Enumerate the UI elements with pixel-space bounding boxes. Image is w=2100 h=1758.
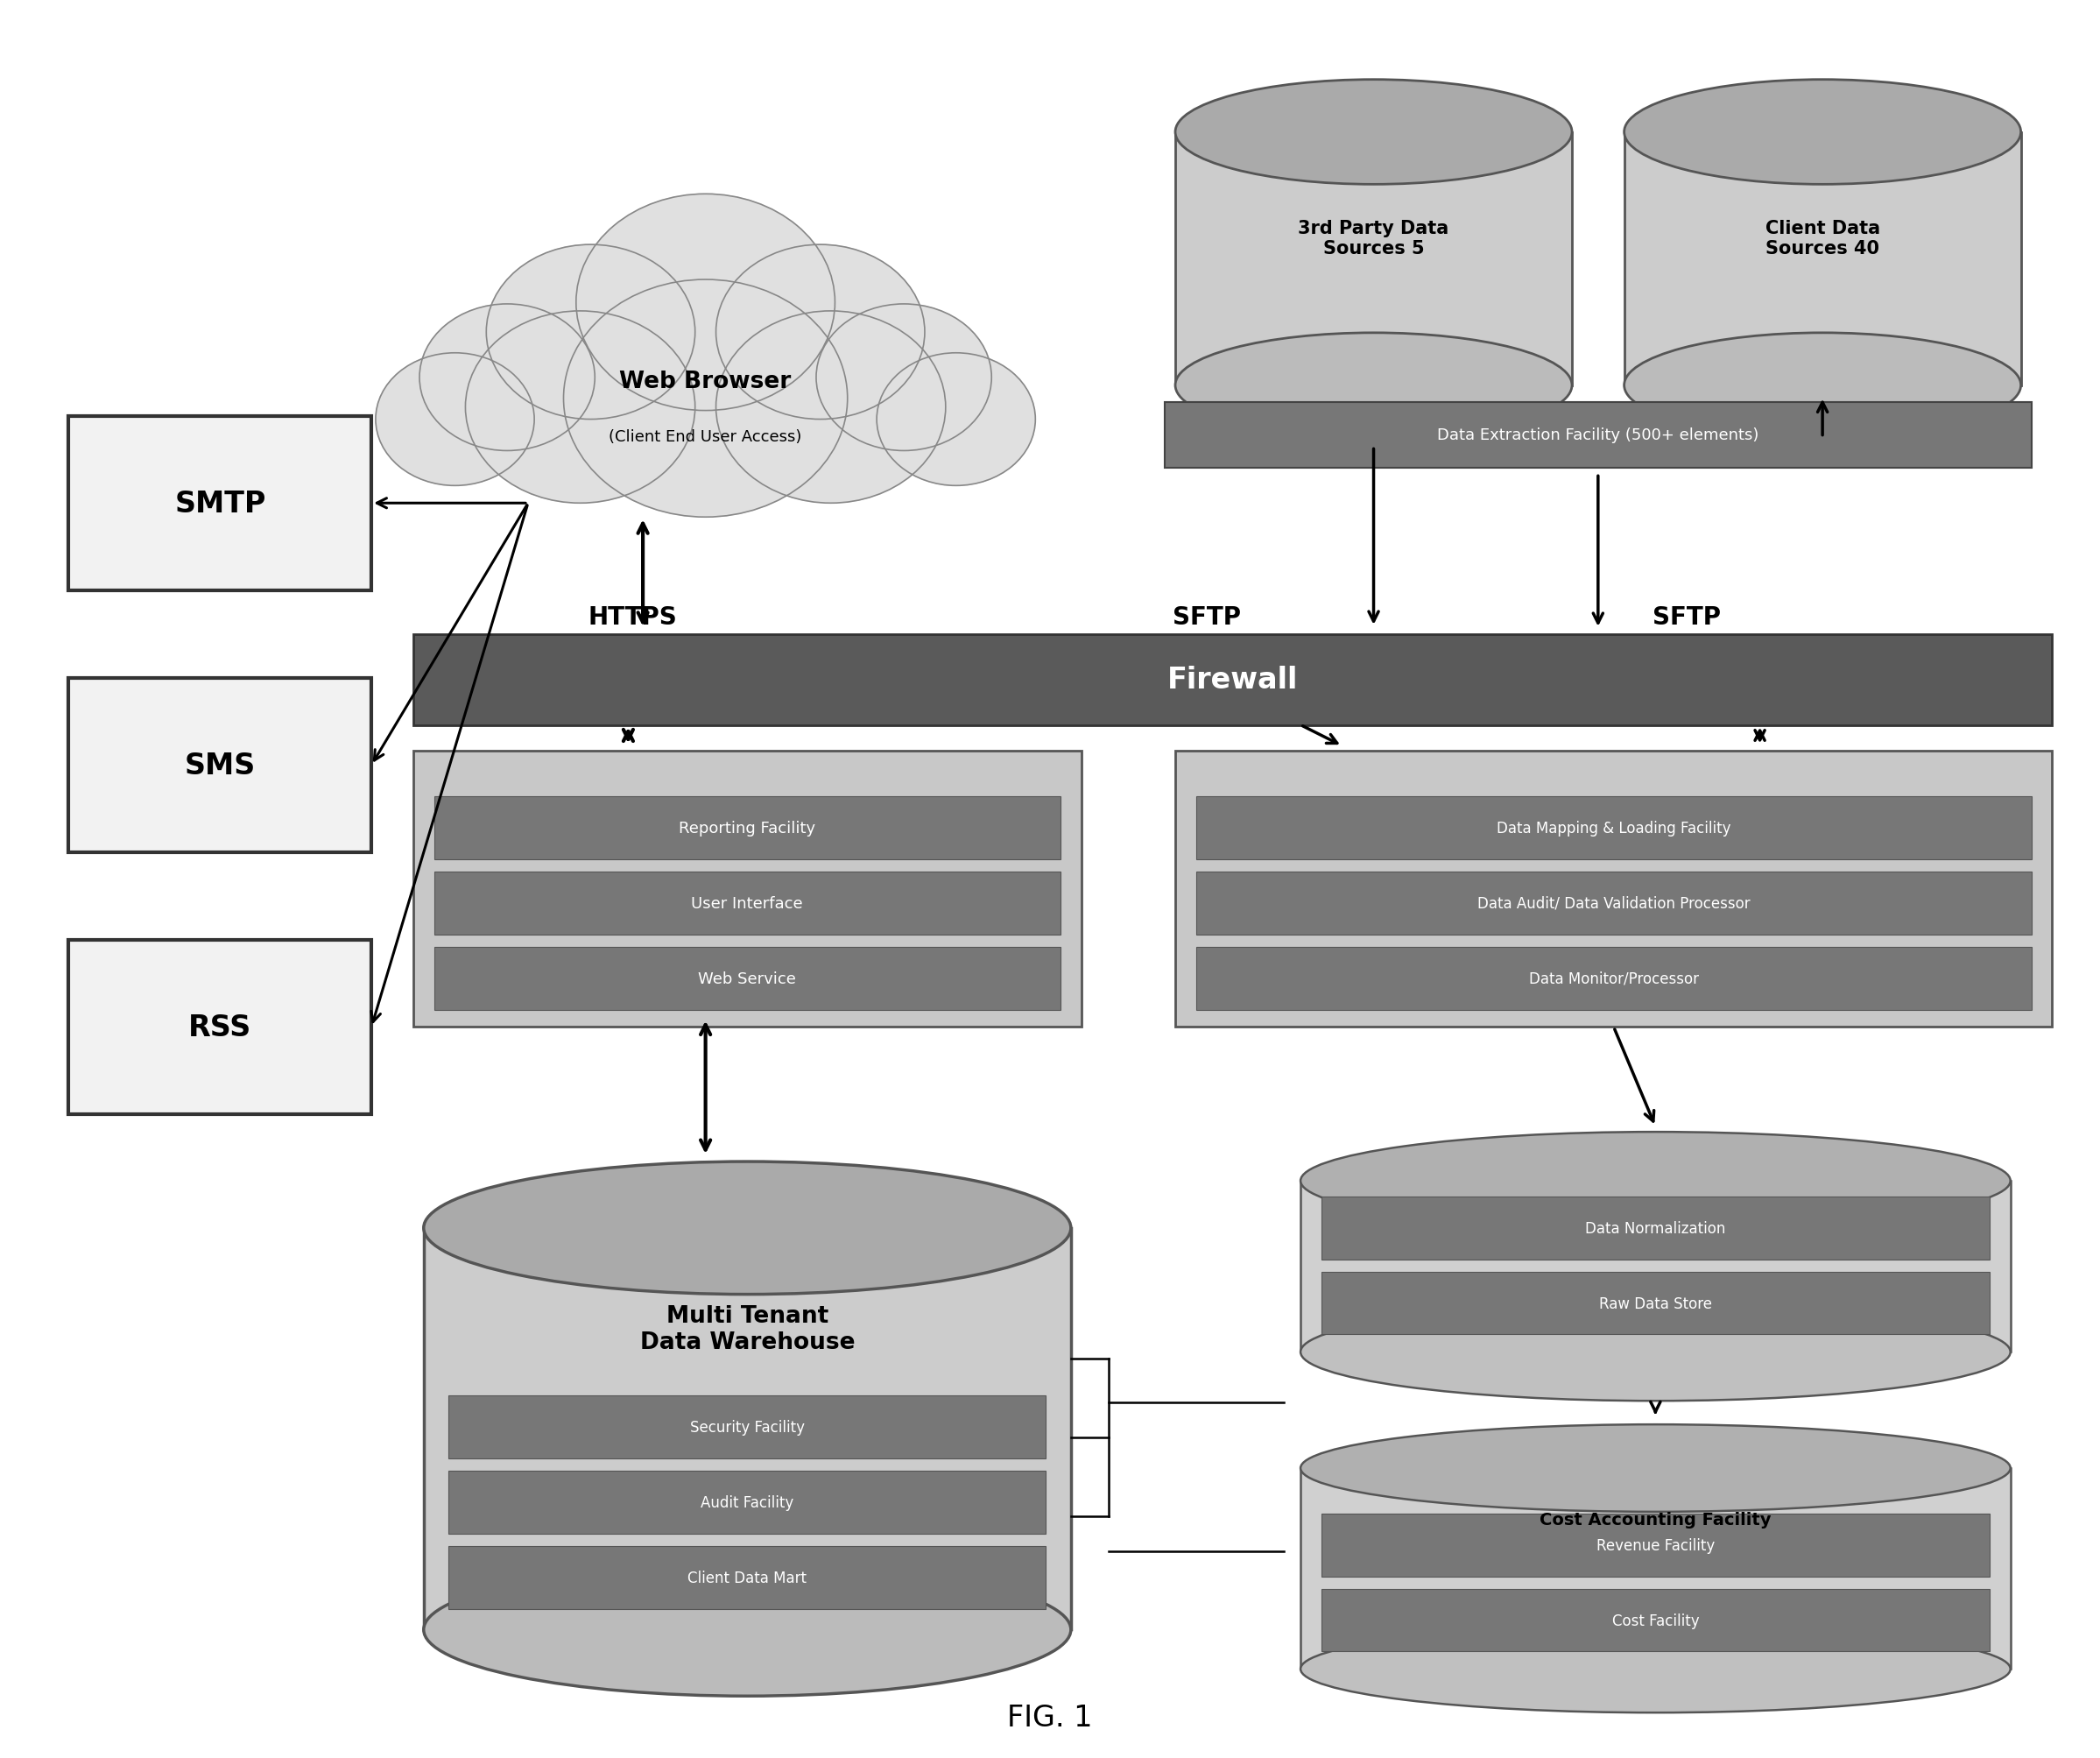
- Text: Cost Accounting Facility: Cost Accounting Facility: [1539, 1512, 1770, 1528]
- Text: Client Data Mart: Client Data Mart: [687, 1570, 806, 1586]
- Text: Security Facility: Security Facility: [691, 1419, 804, 1435]
- Ellipse shape: [1300, 1303, 2010, 1401]
- FancyBboxPatch shape: [1197, 872, 2031, 935]
- FancyBboxPatch shape: [435, 796, 1061, 860]
- FancyBboxPatch shape: [1166, 403, 2031, 469]
- Circle shape: [376, 353, 533, 487]
- Text: Data Normalization: Data Normalization: [1586, 1220, 1726, 1236]
- Text: Multi Tenant
Data Warehouse: Multi Tenant Data Warehouse: [640, 1304, 855, 1354]
- FancyBboxPatch shape: [1197, 948, 2031, 1009]
- Circle shape: [466, 311, 695, 503]
- FancyBboxPatch shape: [1321, 1197, 1989, 1259]
- FancyBboxPatch shape: [69, 941, 372, 1115]
- FancyBboxPatch shape: [449, 1396, 1046, 1459]
- Text: Web Service: Web Service: [699, 970, 796, 986]
- Text: Web Browser: Web Browser: [620, 369, 792, 392]
- FancyBboxPatch shape: [69, 679, 372, 853]
- FancyBboxPatch shape: [449, 1545, 1046, 1609]
- FancyBboxPatch shape: [1300, 1468, 2010, 1668]
- Ellipse shape: [424, 1563, 1071, 1696]
- Text: RSS: RSS: [189, 1013, 252, 1042]
- Text: SMS: SMS: [185, 751, 256, 781]
- FancyBboxPatch shape: [1623, 132, 2020, 385]
- FancyBboxPatch shape: [69, 417, 372, 591]
- Text: Reporting Facility: Reporting Facility: [678, 821, 815, 837]
- FancyBboxPatch shape: [1197, 796, 2031, 860]
- Circle shape: [716, 246, 924, 420]
- Ellipse shape: [1623, 334, 2020, 438]
- Text: SMTP: SMTP: [174, 489, 267, 519]
- FancyBboxPatch shape: [1176, 752, 2052, 1027]
- FancyBboxPatch shape: [449, 1471, 1046, 1533]
- FancyBboxPatch shape: [435, 872, 1061, 935]
- Text: FIG. 1: FIG. 1: [1008, 1702, 1092, 1732]
- FancyBboxPatch shape: [1321, 1589, 1989, 1651]
- Circle shape: [487, 246, 695, 420]
- Circle shape: [817, 304, 991, 452]
- Circle shape: [420, 304, 594, 452]
- FancyBboxPatch shape: [1176, 132, 1573, 385]
- Text: (Client End User Access): (Client End User Access): [609, 429, 802, 445]
- Text: User Interface: User Interface: [691, 895, 802, 911]
- FancyBboxPatch shape: [1321, 1271, 1989, 1334]
- Text: Data Monitor/Processor: Data Monitor/Processor: [1529, 970, 1699, 986]
- Text: Client Data
Sources 40: Client Data Sources 40: [1766, 220, 1880, 257]
- Text: Data Extraction Facility (500+ elements): Data Extraction Facility (500+ elements): [1436, 427, 1760, 443]
- Ellipse shape: [1623, 81, 2020, 185]
- Ellipse shape: [1300, 1626, 2010, 1712]
- Text: Data Audit/ Data Validation Processor: Data Audit/ Data Validation Processor: [1476, 895, 1749, 911]
- Text: Revenue Facility: Revenue Facility: [1596, 1536, 1716, 1552]
- Circle shape: [563, 280, 848, 517]
- Ellipse shape: [1176, 81, 1573, 185]
- Text: Raw Data Store: Raw Data Store: [1598, 1296, 1711, 1311]
- Text: SFTP: SFTP: [1172, 605, 1241, 629]
- FancyBboxPatch shape: [435, 948, 1061, 1009]
- Text: Audit Facility: Audit Facility: [701, 1494, 794, 1510]
- FancyBboxPatch shape: [1300, 1181, 2010, 1352]
- Text: Firewall: Firewall: [1168, 666, 1298, 694]
- FancyBboxPatch shape: [1321, 1514, 1989, 1577]
- Ellipse shape: [424, 1162, 1071, 1294]
- Text: HTTPS: HTTPS: [588, 605, 676, 629]
- Ellipse shape: [1300, 1132, 2010, 1231]
- Circle shape: [575, 195, 836, 411]
- Text: Cost Facility: Cost Facility: [1613, 1612, 1699, 1628]
- FancyBboxPatch shape: [424, 1229, 1071, 1630]
- Text: 3rd Party Data
Sources 5: 3rd Party Data Sources 5: [1298, 220, 1449, 257]
- Text: SFTP: SFTP: [1653, 605, 1720, 629]
- Ellipse shape: [1176, 334, 1573, 438]
- Text: Data Mapping & Loading Facility: Data Mapping & Loading Facility: [1497, 821, 1730, 837]
- Ellipse shape: [1300, 1424, 2010, 1512]
- FancyBboxPatch shape: [414, 752, 1082, 1027]
- Circle shape: [876, 353, 1035, 487]
- Circle shape: [716, 311, 945, 503]
- FancyBboxPatch shape: [414, 635, 2052, 726]
